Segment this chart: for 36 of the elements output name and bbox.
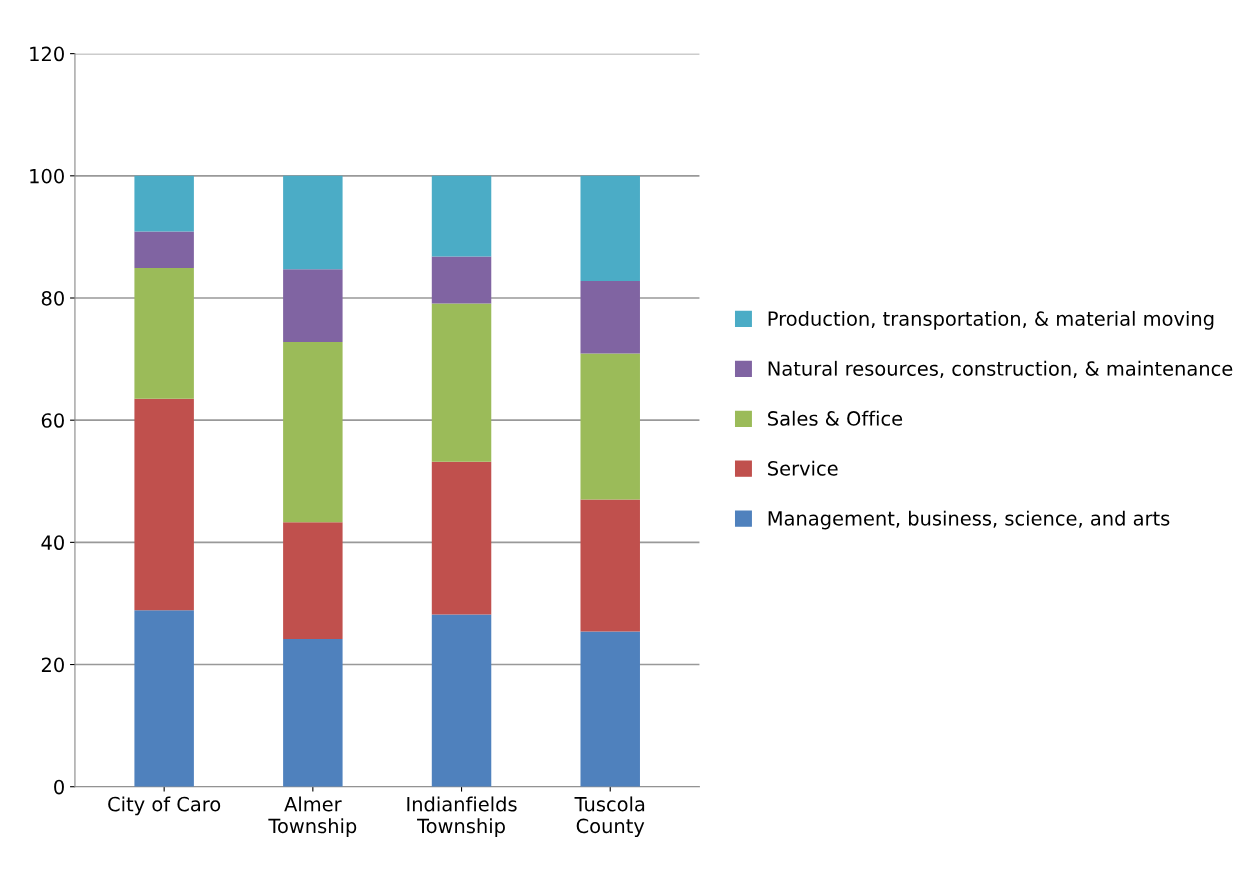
legend-label: Service <box>768 460 838 476</box>
bar <box>134 610 194 787</box>
x-tick-label: Almer Township <box>268 796 357 838</box>
y-tick-label: 20 <box>41 657 64 673</box>
bar <box>134 175 194 232</box>
y-tick-label: 60 <box>41 413 64 428</box>
bar <box>431 461 492 615</box>
x-tick-label: City of Caro <box>108 796 221 816</box>
x-tick-label: Tuscola County <box>574 796 645 838</box>
bar <box>283 341 343 523</box>
bar <box>580 631 640 787</box>
bar <box>431 256 492 304</box>
bar <box>134 231 194 269</box>
x-tick-label: Indianfields Township <box>407 796 517 838</box>
bar <box>431 303 492 462</box>
bar <box>283 269 343 342</box>
y-tick-label: 40 <box>41 535 64 551</box>
bar <box>283 638 343 787</box>
bar <box>580 175 640 281</box>
y-tick-label: 0 <box>54 779 64 795</box>
y-tick-label: 100 <box>30 168 64 184</box>
y-tick-label: 80 <box>41 290 64 306</box>
bar <box>580 280 640 354</box>
bar <box>134 398 194 611</box>
bar <box>431 175 492 257</box>
bar <box>580 353 640 500</box>
legend-label: Management, business, science, and arts <box>768 510 1170 530</box>
legend-label: Sales & Office <box>768 410 903 426</box>
y-tick-label: 120 <box>30 46 64 62</box>
bar <box>134 268 194 399</box>
bar <box>580 499 640 632</box>
bar <box>283 522 343 639</box>
bar <box>283 175 343 270</box>
bar <box>431 614 492 787</box>
legend-label: Production, transportation, & material moving <box>768 310 1214 330</box>
legend-label: Natural resources, construction, & maintenance <box>768 360 1233 378</box>
